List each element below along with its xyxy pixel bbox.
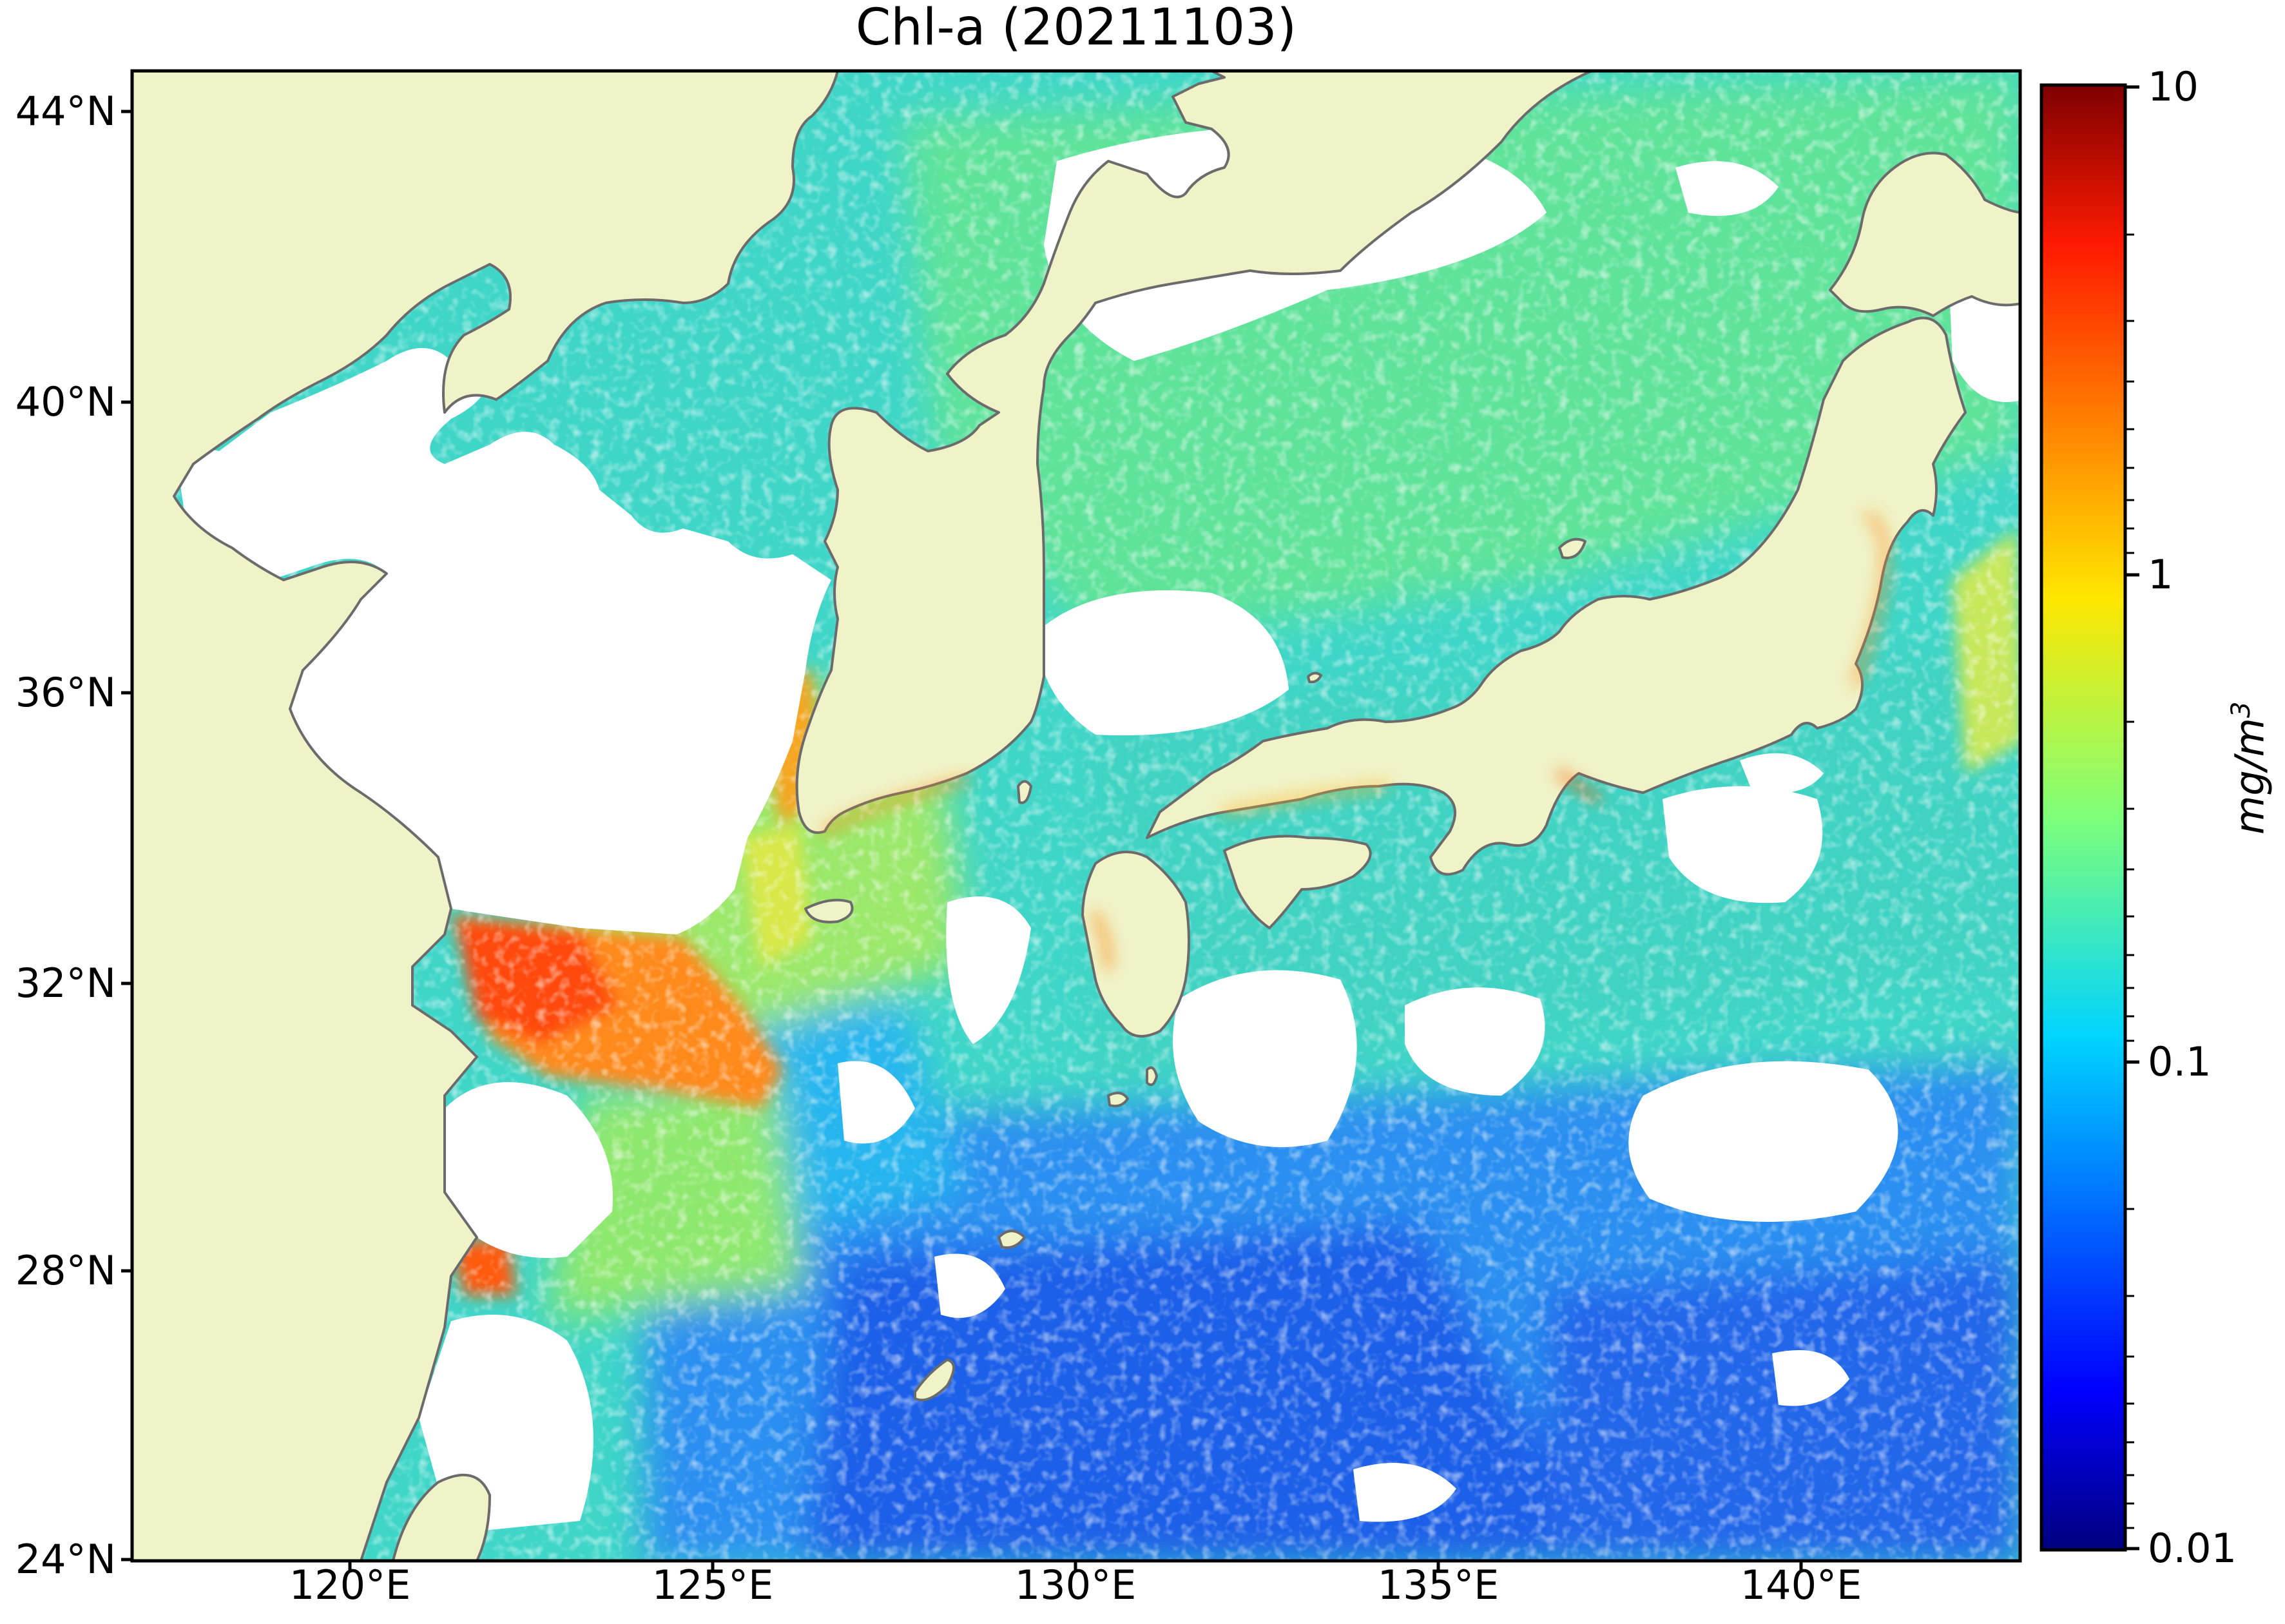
map-title: Chl-a (20211103) xyxy=(855,0,1297,57)
colorbar-unit-label: mg/m3 xyxy=(2212,702,2273,835)
colorbar-ticks xyxy=(2125,85,2139,1551)
lat-label-32n: 32°N xyxy=(15,960,116,1007)
lat-label-44n: 44°N xyxy=(15,88,116,135)
lon-tick-marks xyxy=(348,1561,1803,1572)
lon-label-130e: 130°E xyxy=(1014,1561,1137,1609)
colorbar-label-0-01: 0.01 xyxy=(2148,1525,2237,1572)
colorbar-unit-base: mg/m xyxy=(2226,717,2273,835)
colorbar-unit-exponent: 3 xyxy=(2226,701,2256,718)
lat-tick-marks xyxy=(121,110,132,1561)
lat-label-36n: 36°N xyxy=(15,669,116,716)
lon-label-140e: 140°E xyxy=(1740,1561,1862,1609)
colorbar-label-1: 1 xyxy=(2148,551,2174,598)
map-area xyxy=(132,71,2020,1561)
lon-label-125e: 125°E xyxy=(651,1561,774,1609)
lon-label-120e: 120°E xyxy=(289,1561,411,1609)
land-masses xyxy=(132,71,2020,1561)
colorbar xyxy=(2039,83,2127,1552)
lat-label-28n: 28°N xyxy=(15,1247,116,1294)
colorbar-label-0-1: 0.1 xyxy=(2148,1038,2212,1085)
lon-label-135e: 135°E xyxy=(1377,1561,1499,1609)
lat-label-40n: 40°N xyxy=(15,378,116,425)
colorbar-label-10: 10 xyxy=(2148,63,2199,110)
lat-label-24n: 24°N xyxy=(15,1536,116,1583)
